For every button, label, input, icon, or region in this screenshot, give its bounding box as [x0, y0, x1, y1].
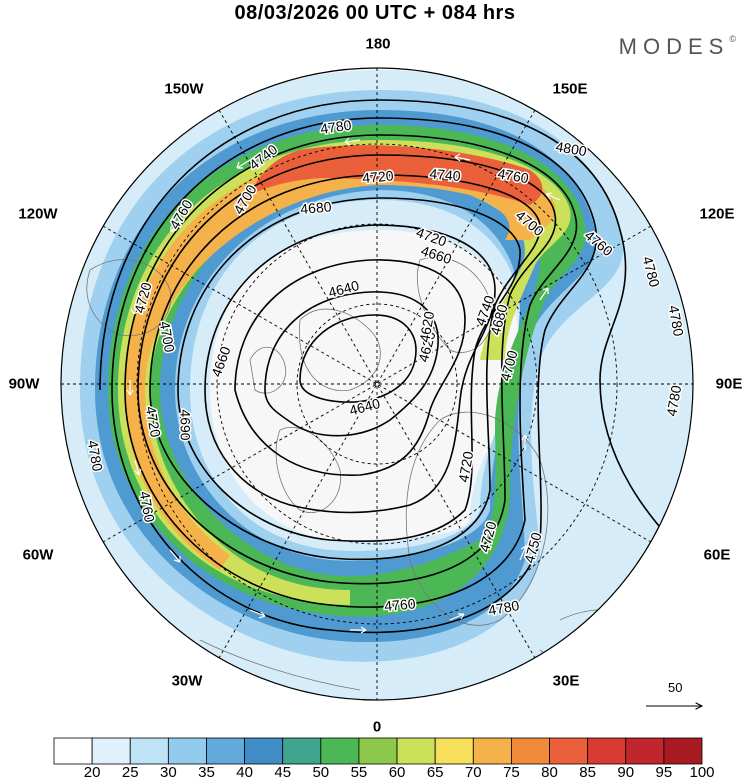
map-boundary	[60, 67, 694, 701]
map-title: 08/03/2026 00 UTC + 084 hrs	[234, 2, 516, 24]
colorbar-label: 25	[121, 764, 139, 781]
colorbar-swatch	[244, 737, 284, 765]
colorbar-label: 50	[312, 764, 330, 781]
colorbar-label: 90	[617, 764, 635, 781]
colorbar-swatch	[358, 737, 398, 765]
colorbar-swatch	[396, 737, 436, 765]
colorbar-swatch	[320, 737, 360, 765]
colorbar-label: 55	[350, 764, 368, 781]
contour-label: 4720	[362, 167, 395, 186]
colorbar-label: 95	[655, 764, 673, 781]
contour-label: 4680	[300, 198, 333, 217]
colorbar-swatch	[282, 737, 322, 765]
lon-label-150w: 150W	[164, 80, 204, 98]
colorbar-swatch	[549, 737, 589, 765]
colorbar-swatch	[167, 737, 207, 765]
colorbar-label: 70	[464, 764, 482, 781]
colorbar-label: 20	[83, 764, 101, 781]
lon-label-120e: 120E	[699, 205, 735, 223]
height-contours	[99, 99, 691, 634]
colorbar-label: 45	[274, 764, 292, 781]
lon-label-120w: 120W	[18, 205, 58, 223]
contour-label: 4760	[384, 595, 417, 614]
colorbar-label: 40	[236, 764, 253, 781]
copyright-mark: ©	[729, 34, 736, 44]
lon-label-150e: 150E	[552, 80, 588, 98]
colorbar-swatch	[129, 737, 169, 765]
modes-logo: MODES©	[619, 34, 736, 60]
colorbar-label: 75	[503, 764, 520, 781]
colorbar-label: 65	[426, 764, 444, 781]
colorbar-label: 80	[541, 764, 558, 781]
contour-label: 4780	[319, 117, 352, 137]
colorbar-swatch	[587, 737, 627, 765]
colorbar-swatch	[434, 737, 474, 765]
colorbar-swatch	[91, 737, 131, 765]
colorbar-swatch	[472, 737, 512, 765]
colorbar-label: 100	[689, 764, 715, 781]
colorbar-swatch	[53, 737, 93, 765]
colorbar-label: 30	[160, 764, 177, 781]
colorbar-swatch	[206, 737, 245, 765]
colorbar-swatch	[511, 737, 550, 765]
lon-label-30w: 30W	[171, 672, 203, 690]
reference-vector-label: 50	[668, 680, 683, 695]
graticule	[61, 68, 693, 700]
colorbar-swatch	[625, 737, 665, 765]
colorbar-swatch	[663, 737, 703, 765]
colorbar-label: 85	[579, 764, 596, 781]
wind-vectors	[126, 137, 601, 634]
contour-label: 4740	[429, 165, 462, 184]
wind-speed-colorbar	[53, 737, 703, 765]
contour-label: 4690	[177, 409, 193, 440]
lon-label-60e: 60E	[703, 546, 731, 564]
lon-label-30e: 30E	[552, 672, 580, 690]
colorbar-label: 35	[198, 764, 215, 781]
colorbar-label: 60	[388, 764, 406, 781]
lon-label-180: 180	[365, 35, 391, 53]
lon-label-60w: 60W	[22, 546, 54, 564]
lon-label-0: 0	[372, 718, 382, 736]
lon-label-90w: 90W	[8, 375, 40, 393]
brand-name: MODES	[618, 34, 730, 59]
lon-label-90e: 90E	[715, 375, 743, 393]
